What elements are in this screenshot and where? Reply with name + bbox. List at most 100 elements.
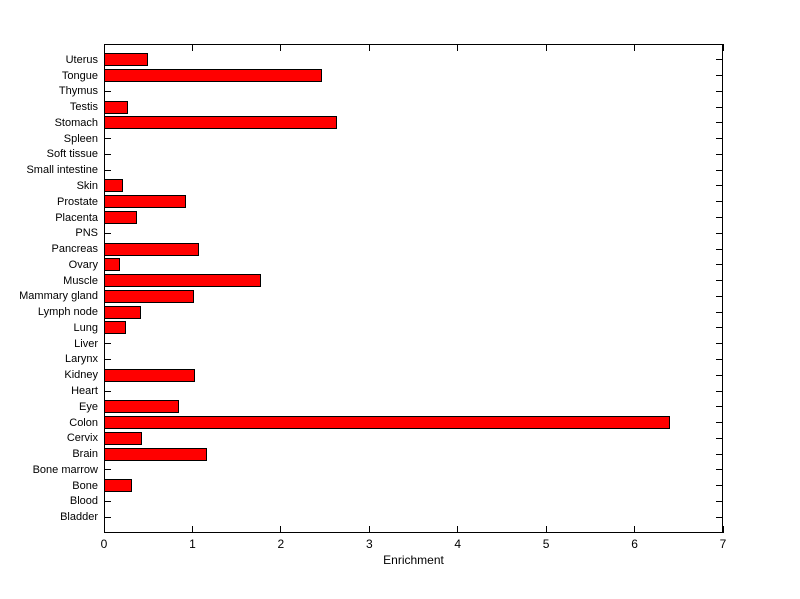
bar-mammary-gland bbox=[104, 289, 195, 303]
x-tick-bottom bbox=[634, 526, 636, 533]
y-axis-label: Placenta bbox=[55, 211, 98, 224]
x-tick-label: 4 bbox=[454, 537, 462, 551]
y-tick-left bbox=[104, 358, 111, 360]
y-axis-label: Eye bbox=[79, 400, 98, 413]
bar-lymph-node bbox=[104, 305, 142, 319]
y-tick-right bbox=[716, 138, 723, 140]
y-axis-label: Bladder bbox=[60, 511, 98, 524]
y-tick-right bbox=[716, 406, 723, 408]
y-tick-left bbox=[104, 138, 111, 140]
y-axis-label: Muscle bbox=[63, 274, 98, 287]
x-tick-top bbox=[368, 44, 370, 51]
y-tick-right bbox=[716, 485, 723, 487]
y-tick-right bbox=[716, 358, 723, 360]
y-tick-left bbox=[104, 500, 111, 502]
x-tick-top bbox=[191, 44, 193, 51]
y-tick-right bbox=[716, 75, 723, 77]
y-axis-label: Kidney bbox=[64, 369, 98, 382]
bar-stomach bbox=[104, 116, 337, 130]
y-tick-left bbox=[104, 169, 111, 171]
x-tick-label: 1 bbox=[189, 537, 196, 551]
y-tick-right bbox=[716, 264, 723, 266]
y-axis-label: Bone marrow bbox=[32, 463, 98, 476]
y-axis-label: Stomach bbox=[54, 116, 98, 129]
x-tick-label: 6 bbox=[631, 537, 638, 551]
y-tick-left bbox=[104, 516, 111, 518]
y-tick-left bbox=[104, 343, 111, 345]
y-tick-right bbox=[716, 106, 723, 108]
y-tick-left bbox=[104, 469, 111, 471]
y-tick-right bbox=[716, 311, 723, 313]
y-tick-right bbox=[716, 280, 723, 282]
plot-area bbox=[103, 44, 724, 533]
x-tick-top bbox=[722, 44, 724, 51]
y-tick-right bbox=[716, 453, 723, 455]
x-tick-label: 3 bbox=[365, 537, 373, 551]
x-tick-bottom bbox=[457, 526, 459, 533]
y-tick-right bbox=[716, 59, 723, 61]
bar-colon bbox=[104, 416, 670, 430]
x-tick-top bbox=[280, 44, 282, 51]
x-tick-label: 5 bbox=[542, 537, 550, 551]
x-tick-bottom bbox=[280, 526, 282, 533]
y-tick-right bbox=[716, 122, 723, 124]
bar-bone bbox=[104, 479, 133, 493]
y-tick-right bbox=[716, 437, 723, 439]
bar-kidney bbox=[104, 368, 196, 382]
bar-brain bbox=[104, 447, 208, 461]
y-axis-label: Testis bbox=[69, 101, 98, 114]
y-axis-label: Tongue bbox=[61, 69, 98, 82]
y-tick-right bbox=[716, 185, 723, 187]
x-tick-top bbox=[457, 44, 459, 51]
y-tick-right bbox=[716, 327, 723, 329]
y-tick-right bbox=[716, 500, 723, 502]
bar-eye bbox=[104, 400, 180, 414]
bar-skin bbox=[104, 179, 123, 193]
bar-ovary bbox=[104, 258, 120, 272]
x-tick-label: 7 bbox=[719, 537, 727, 551]
x-axis-title: Enrichment bbox=[383, 553, 444, 567]
bar-placenta bbox=[104, 211, 137, 225]
y-tick-right bbox=[716, 232, 723, 234]
y-axis-label: Lung bbox=[73, 321, 98, 334]
y-tick-right bbox=[716, 295, 723, 297]
y-axis-label: Blood bbox=[69, 495, 98, 508]
y-axis-label: Brain bbox=[72, 448, 98, 461]
bar-lung bbox=[104, 321, 127, 335]
y-tick-right bbox=[716, 516, 723, 518]
bar-testis bbox=[104, 100, 128, 114]
y-tick-right bbox=[716, 153, 723, 155]
y-axis-label: Colon bbox=[69, 416, 98, 429]
y-tick-right bbox=[716, 390, 723, 392]
bar-cervix bbox=[104, 431, 143, 445]
y-tick-right bbox=[716, 422, 723, 424]
x-tick-top bbox=[634, 44, 636, 51]
bar-prostate bbox=[104, 195, 187, 209]
y-axis-label: Pancreas bbox=[51, 243, 98, 256]
x-tick-bottom bbox=[722, 526, 724, 533]
x-tick-top bbox=[103, 44, 105, 51]
y-tick-right bbox=[716, 90, 723, 92]
y-axis-label: PNS bbox=[75, 227, 98, 240]
y-tick-right bbox=[716, 201, 723, 203]
y-axis-label: Small intestine bbox=[26, 164, 98, 177]
y-axis-label: Thymus bbox=[58, 85, 98, 98]
y-axis-label: Lymph node bbox=[37, 306, 98, 319]
y-tick-right bbox=[716, 374, 723, 376]
y-axis-label: Skin bbox=[76, 179, 98, 192]
y-tick-right bbox=[716, 469, 723, 471]
y-axis-label: Larynx bbox=[64, 353, 98, 366]
x-tick-top bbox=[545, 44, 547, 51]
x-tick-label: 2 bbox=[277, 537, 285, 551]
x-tick-bottom bbox=[103, 526, 105, 533]
y-tick-left bbox=[104, 390, 111, 392]
y-tick-left bbox=[104, 90, 111, 92]
bar-muscle bbox=[104, 274, 262, 288]
y-axis-label: Cervix bbox=[66, 432, 98, 445]
y-tick-left bbox=[104, 153, 111, 155]
x-tick-bottom bbox=[191, 526, 193, 533]
bar-uterus bbox=[104, 53, 149, 67]
y-tick-right bbox=[716, 343, 723, 345]
y-axis-label: Soft tissue bbox=[46, 148, 98, 161]
